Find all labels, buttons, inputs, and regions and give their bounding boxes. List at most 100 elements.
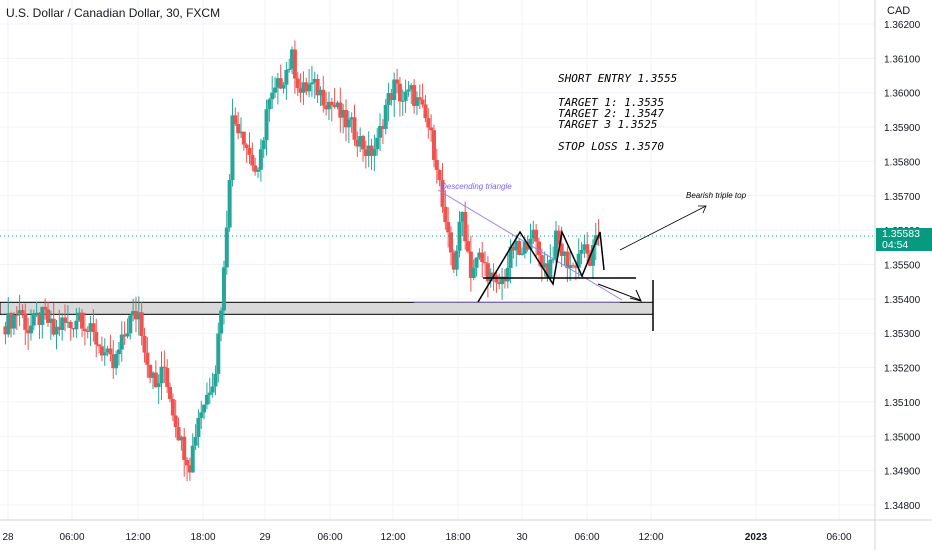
candle-down — [176, 427, 181, 441]
candle-up — [281, 84, 286, 89]
candle-down — [466, 241, 471, 252]
candle-down — [380, 125, 385, 129]
candle-down — [173, 415, 178, 428]
candle-down — [142, 336, 147, 353]
candle-down — [295, 78, 300, 89]
drawings — [414, 189, 707, 331]
y-tick-label: 1.35300 — [884, 329, 921, 340]
candle-down — [412, 85, 417, 106]
candle-up — [528, 238, 533, 250]
candle-down — [185, 459, 190, 466]
candle-down — [536, 241, 541, 256]
candle-up — [576, 253, 581, 268]
candle-down — [162, 366, 167, 369]
candle-down — [97, 344, 102, 347]
candle-down — [332, 105, 337, 108]
candle-down — [20, 310, 25, 314]
candle-up — [256, 169, 261, 172]
x-tick-label: 12:00 — [125, 532, 150, 543]
support-zone-rect — [0, 301, 654, 315]
candle-up — [590, 245, 595, 266]
candle-down — [468, 251, 473, 279]
candle-up — [238, 131, 243, 134]
candle-down — [45, 309, 50, 323]
candle-down — [369, 145, 374, 156]
candle-down — [497, 282, 502, 285]
x-tick-label: 28 — [2, 532, 14, 543]
candle-up — [409, 85, 414, 90]
triple-top-label: Bearish triple top — [686, 191, 747, 200]
candle-up — [48, 318, 53, 323]
candle-up — [372, 149, 377, 156]
candle-up — [207, 392, 212, 395]
currency-label: CAD — [887, 5, 911, 17]
candle-up — [309, 82, 314, 85]
candle-up — [125, 333, 130, 337]
candle-down — [14, 314, 19, 316]
candle-up — [375, 137, 380, 150]
candle-down — [329, 101, 334, 106]
candle-down — [539, 255, 544, 268]
x-tick-label: 18:00 — [445, 532, 470, 543]
y-tick-label: 1.36100 — [884, 54, 921, 65]
candle-down — [68, 321, 73, 329]
candle-down — [440, 180, 445, 207]
candle-down — [241, 131, 246, 145]
candle-down — [108, 348, 113, 355]
candle-up — [230, 115, 235, 180]
candle-down — [321, 89, 326, 106]
candle-down — [573, 266, 578, 268]
candle-down — [292, 49, 297, 79]
candle-up — [28, 325, 33, 334]
candle-down — [298, 88, 303, 93]
x-tick-label: 29 — [259, 532, 271, 543]
y-tick-label: 1.35100 — [884, 398, 921, 409]
candle-down — [133, 311, 138, 320]
candle-up — [264, 109, 269, 141]
candle-up — [386, 93, 391, 106]
candle-down — [324, 105, 329, 110]
candle-up — [88, 323, 93, 332]
candle-up — [40, 306, 45, 325]
candle-up — [54, 326, 59, 335]
candle-up — [221, 267, 226, 311]
y-tick-label: 1.35000 — [884, 432, 921, 443]
candle-up — [318, 89, 323, 96]
candle-down — [389, 93, 394, 101]
candle-down — [571, 265, 576, 267]
candle-up — [34, 312, 39, 314]
target1-label: TARGET 1: 1.3535 — [558, 96, 664, 109]
candle-up — [204, 394, 209, 405]
candle-up — [210, 386, 215, 393]
candle-up — [488, 272, 493, 282]
candle-down — [170, 398, 175, 416]
candle-up — [548, 259, 553, 278]
x-tick-label: 2023 — [745, 532, 768, 543]
pointer-arrow-head — [698, 205, 707, 214]
candle-up — [284, 70, 289, 85]
support-zone — [0, 301, 654, 315]
candle-down — [434, 159, 439, 171]
y-tick-label: 1.36200 — [884, 20, 921, 31]
candles — [0, 40, 875, 482]
y-tick-label: 1.35800 — [884, 157, 921, 168]
candle-up — [151, 372, 155, 378]
chart-grid — [0, 0, 875, 520]
candle-down — [480, 252, 485, 263]
candle-up — [400, 100, 405, 102]
x-tick-label: 06:00 — [826, 532, 851, 543]
candle-down — [588, 253, 593, 266]
candle-down — [352, 117, 357, 140]
candle-up — [568, 265, 573, 269]
candle-down — [153, 372, 158, 388]
candle-up — [199, 412, 204, 418]
candle-up — [74, 320, 79, 330]
candle-up — [156, 383, 161, 388]
candle-up — [312, 78, 317, 83]
candle-up — [202, 404, 207, 413]
candle-down — [517, 241, 522, 255]
candle-up — [193, 437, 198, 446]
pointer-arrow-line — [619, 205, 707, 251]
candle-up — [6, 313, 11, 335]
